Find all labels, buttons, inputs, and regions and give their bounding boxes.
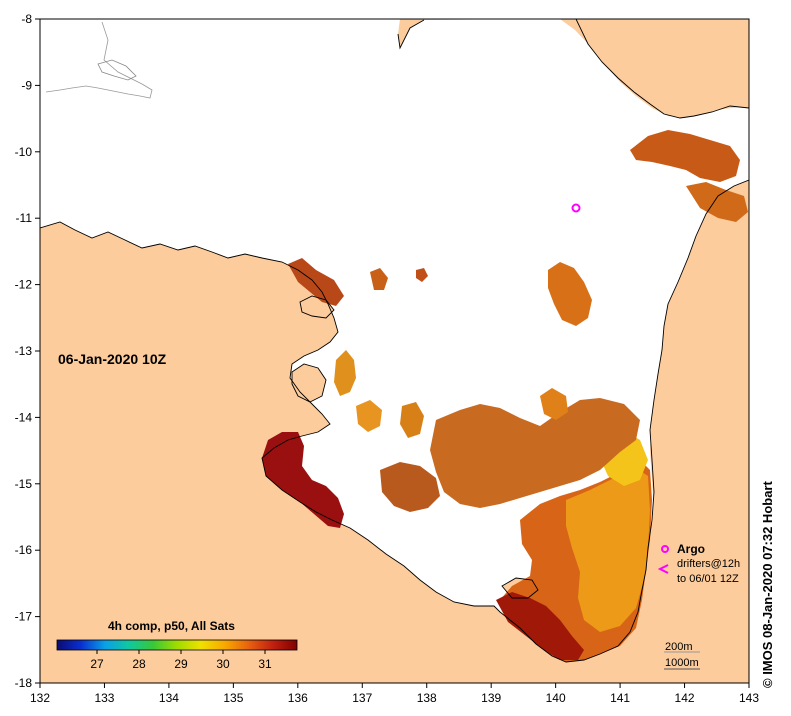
coastline-north — [397, 19, 749, 119]
y-tick-label: -16 — [15, 543, 33, 557]
colorbar-tick-label: 30 — [216, 657, 230, 671]
sst-patch-central — [430, 398, 640, 508]
x-tick-label: 137 — [352, 691, 372, 705]
x-axis: 132 133 134 135 136 137 138 139 140 141 142 143 — [30, 683, 759, 705]
island-outline — [97, 59, 137, 81]
isobath-line — [45, 21, 153, 99]
x-tick-label: 143 — [739, 691, 759, 705]
map-timestamp: 06-Jan-2020 10Z — [58, 351, 167, 367]
x-tick-label: 138 — [417, 691, 437, 705]
x-tick-label: 136 — [288, 691, 308, 705]
sst-patch-scatter-2 — [540, 388, 568, 420]
y-tick-label: -14 — [15, 410, 33, 424]
x-tick-label: 141 — [610, 691, 630, 705]
colorbar-title: 4h comp, p50, All Sats — [108, 619, 235, 633]
sst-patch-mid-west-3 — [400, 402, 424, 438]
y-tick-label: -10 — [15, 145, 33, 159]
x-tick-label: 135 — [223, 691, 243, 705]
drifter-legend-label-1: drifters@12h — [677, 558, 740, 570]
sst-patch-central-left — [380, 462, 440, 512]
land-new-guinea-coast — [576, 19, 749, 118]
colorbar-ticks: 27 28 29 30 31 — [90, 650, 272, 671]
y-tick-label: -12 — [15, 278, 33, 292]
sst-patch-mid-west-2 — [356, 400, 382, 432]
land-cape-york — [640, 180, 749, 620]
isobath-1000-label: 1000m — [665, 657, 699, 669]
argo-float-marker[interactable] — [571, 203, 581, 213]
x-tick-label: 133 — [94, 691, 114, 705]
coastline — [40, 179, 749, 663]
x-tick-label: 140 — [546, 691, 566, 705]
sst-patch-southeast-warm — [566, 468, 650, 632]
y-axis: -8 -9 -10 -11 -12 -13 -14 -15 -16 -17 -18 — [15, 12, 40, 690]
drifter-legend-icon — [657, 564, 669, 574]
x-tick-label: 134 — [159, 691, 179, 705]
isobath-200-label: 200m — [665, 641, 693, 653]
y-tick-label: -15 — [15, 477, 33, 491]
argo-legend-label: Argo — [677, 542, 705, 556]
x-tick-label: 139 — [481, 691, 501, 705]
sst-patch-cc-small — [370, 268, 388, 290]
colorbar-tick-label: 29 — [174, 657, 188, 671]
sst-patch-northeast — [630, 130, 740, 182]
land-northern-territory — [40, 180, 749, 683]
y-tick-label: -11 — [16, 211, 33, 225]
y-tick-label: -17 — [15, 610, 33, 624]
colorbar-tick-label: 27 — [90, 657, 104, 671]
sst-patch-scatter-1 — [548, 262, 592, 326]
argo-legend-icon — [661, 545, 669, 553]
sst-patch-mid-west — [334, 350, 356, 396]
sst-patch-cc-small-2 — [416, 268, 428, 282]
y-tick-label: -13 — [15, 344, 33, 358]
colorbar — [56, 639, 298, 651]
sst-patch-south-red — [496, 592, 584, 660]
coastline-islands — [291, 295, 539, 599]
credit-text: © IMOS 08-Jan-2020 07:32 Hobart — [760, 481, 775, 688]
y-tick-label: -8 — [21, 12, 32, 26]
sst-patch-northeast-2 — [686, 182, 748, 222]
x-tick-label: 132 — [30, 691, 50, 705]
drifter-legend-label-2: to 06/01 12Z — [677, 573, 739, 585]
colorbar-tick-label: 31 — [258, 657, 272, 671]
sst-patches — [262, 130, 748, 662]
x-tick-label: 142 — [675, 691, 695, 705]
sst-patch-west-coast — [262, 432, 344, 528]
y-tick-label: -9 — [21, 78, 32, 92]
y-tick-label: -18 — [15, 676, 33, 690]
colorbar-tick-label: 28 — [132, 657, 146, 671]
sst-patch-north-west — [288, 258, 344, 306]
